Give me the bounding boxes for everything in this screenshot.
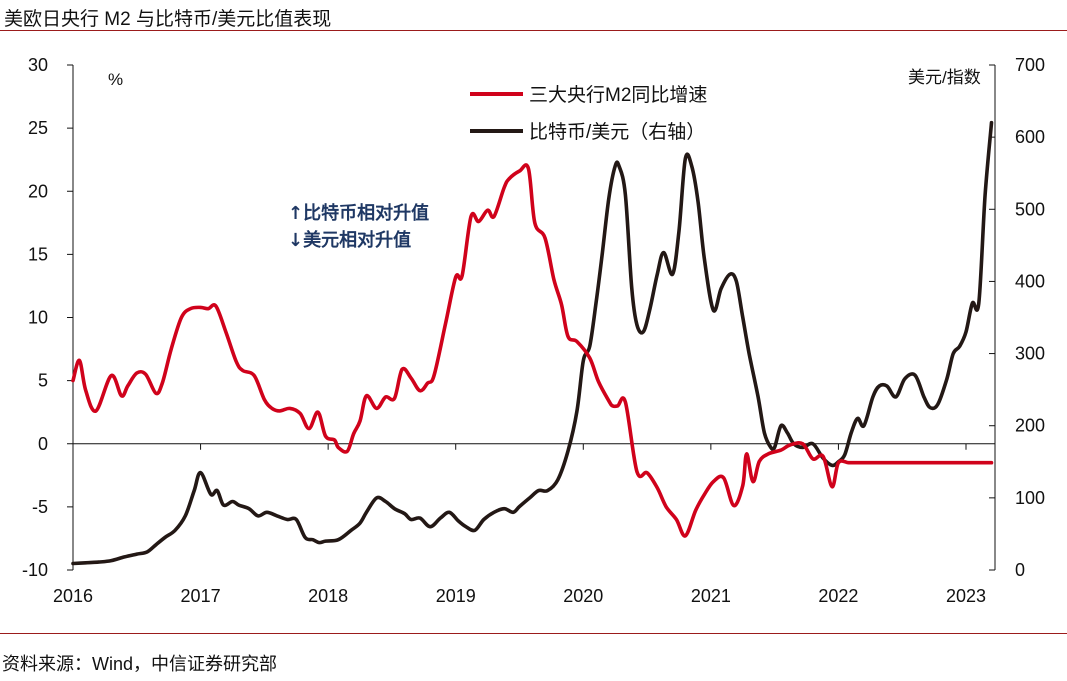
- x-tick-label: 2020: [563, 586, 603, 606]
- annotation-usd-up: ↓美元相对升值: [288, 229, 411, 251]
- right-tick-label: 600: [1015, 127, 1045, 147]
- left-tick-label: 5: [38, 371, 48, 391]
- legend-label-m2: 三大央行M2同比增速: [529, 84, 707, 106]
- title-divider: [0, 30, 1067, 31]
- left-tick-label: 10: [28, 308, 48, 328]
- x-tick-label: 2019: [436, 586, 476, 606]
- right-tick-label: 200: [1015, 416, 1045, 436]
- legend-label-btc: 比特币/美元（右轴）: [529, 121, 705, 143]
- x-tick-label: 2021: [691, 586, 731, 606]
- left-axis-unit: %: [108, 70, 123, 89]
- left-tick-label: 30: [28, 55, 48, 75]
- footer-divider: [0, 633, 1067, 634]
- source-note: 资料来源：Wind，中信证券研究部: [2, 654, 278, 674]
- chart-canvas: 30 25 20 15 10 5 0 -5 -10 700 600 500 400 300 200 100 0 2…: [22, 55, 1045, 606]
- left-tick-label: -5: [32, 497, 48, 517]
- right-tick-label: 0: [1015, 560, 1025, 580]
- axes: 30 25 20 15 10 5 0 -5 -10 700 600 500 400 300 200 100 0 2…: [22, 55, 1045, 606]
- chart-title: 美欧日央行 M2 与比特币/美元比值表现: [4, 9, 332, 30]
- series-line-m2: [71, 163, 994, 538]
- x-tick-label: 2018: [308, 586, 348, 606]
- left-tick-label: 15: [28, 244, 48, 264]
- x-tick-label: 2016: [53, 586, 93, 606]
- right-tick-label: 400: [1015, 271, 1045, 291]
- right-tick-label: 500: [1015, 199, 1045, 219]
- x-tick-label: 2017: [181, 586, 221, 606]
- right-tick-label: 700: [1015, 55, 1045, 75]
- x-tick-label: 2022: [818, 586, 858, 606]
- series-line-btc: [71, 120, 994, 566]
- x-tick-label: 2023: [946, 586, 986, 606]
- right-tick-label: 100: [1015, 488, 1045, 508]
- series-points-m2: [73, 168, 992, 535]
- series-layer: [71, 120, 994, 566]
- right-axis-unit: 美元/指数: [908, 68, 981, 87]
- left-tick-label: 25: [28, 118, 48, 138]
- left-tick-label: 0: [38, 434, 48, 454]
- annotation: ↑比特币相对升值 ↓美元相对升值: [288, 202, 429, 251]
- annotation-btc-up: ↑比特币相对升值: [288, 202, 429, 224]
- right-tick-label: 300: [1015, 344, 1045, 364]
- left-tick-label: -10: [22, 560, 48, 580]
- legend: 三大央行M2同比增速 比特币/美元（右轴）: [470, 84, 707, 143]
- left-tick-label: 20: [28, 181, 48, 201]
